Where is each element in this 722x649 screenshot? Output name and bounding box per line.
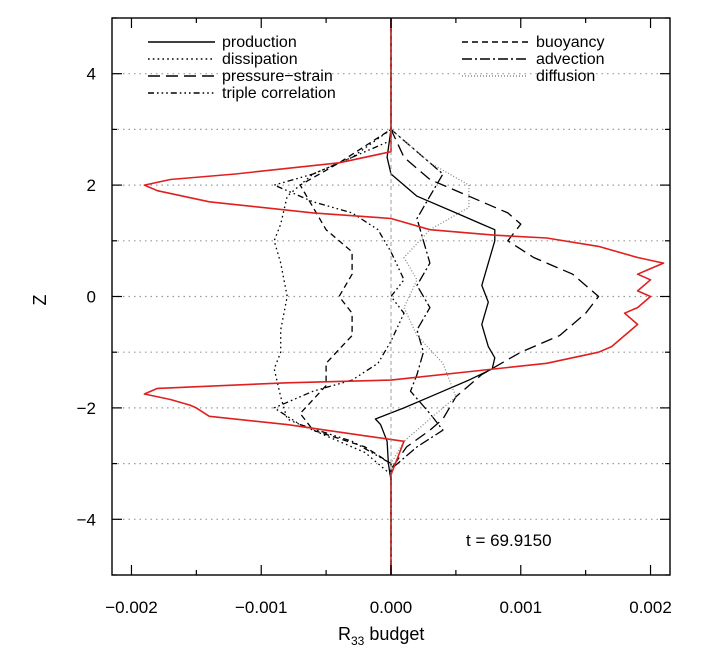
x-tick-label: 0.000 [370,598,413,617]
x-tick-label: 0.001 [499,598,542,617]
x-tick-label: −0.001 [235,598,287,617]
series-line-advection [390,18,444,575]
legend-label: dissipation [222,51,298,68]
legend-label: advection [536,51,605,68]
legend-label: pressure−strain [222,68,333,85]
series-line-pressure-strain [390,18,600,575]
y-tick-label: 0 [87,288,96,307]
series-line-red-total [143,18,665,575]
series-group [143,18,665,575]
x-axis-title: R33 budget [338,624,424,648]
x-tick-label: −0.002 [105,598,157,617]
y-tick-label: 2 [87,176,96,195]
x-axis-title-main: R [338,624,351,644]
y-tick-label: 4 [87,65,96,84]
legend-label: diffusion [536,68,595,85]
x-axis-title-suffix: budget [364,624,424,644]
legend-label: buoyancy [536,34,605,51]
x-axis-title-subscript: 33 [351,634,365,648]
y-tick-labels: −4 −2 0 2 4 [77,65,96,530]
axis-ticks [112,17,670,576]
x-tick-label: 0.002 [629,598,672,617]
series-line-dissipation [273,18,392,575]
y-tick-label: −4 [77,510,96,529]
legend-label: production [222,34,297,51]
y-tick-label: −2 [77,399,96,418]
series-line-diffusion [390,18,470,575]
y-axis-title: Z [30,295,50,306]
x-tick-labels: −0.002 −0.001 0.000 0.001 0.002 [105,598,672,617]
legend: productiondissipationpressure−straintrip… [148,34,605,102]
series-line-production [374,18,496,575]
legend-label: triple correlation [222,85,336,102]
time-annotation: t = 69.9150 [466,531,552,550]
